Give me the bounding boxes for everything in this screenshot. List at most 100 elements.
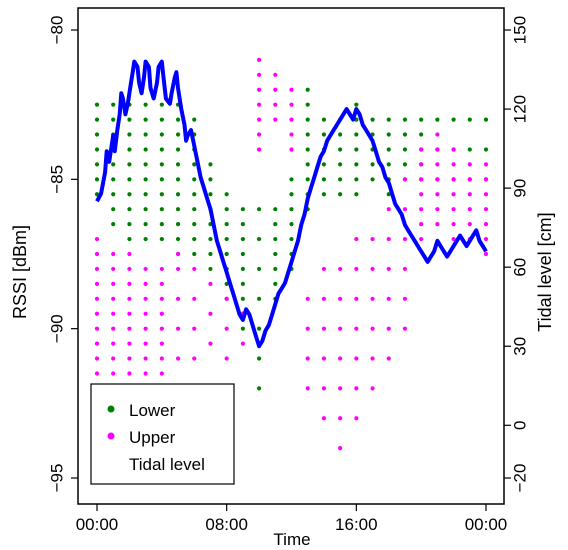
upper-point [127,341,132,346]
lower-point [273,266,278,272]
x-tick-label: 00:00 [76,515,119,534]
lower-point [192,117,197,122]
lower-point [175,222,181,227]
lower-point [240,281,245,286]
legend-marker [107,405,115,413]
upper-point [143,281,148,286]
y2-tick-label: 120 [510,95,529,123]
upper-point [273,87,278,92]
lower-point [159,207,164,212]
upper-point [321,356,327,361]
y-tick-label: −90 [47,314,66,343]
lower-point [175,207,181,212]
lower-point [354,192,359,197]
upper-point [256,132,262,137]
upper-point [94,281,100,286]
upper-point [354,386,359,391]
lower-point [321,192,327,197]
lower-point [127,177,132,182]
upper-point [127,296,132,301]
lower-point [289,192,294,197]
lower-point [208,177,213,182]
upper-point [451,207,456,212]
upper-point [435,222,440,227]
lower-point [321,177,327,182]
upper-point [143,326,148,331]
lower-point [192,236,197,242]
upper-point [175,251,181,257]
lower-point [111,207,116,212]
lower-point [143,236,148,242]
lower-point [451,117,456,122]
lower-point [240,326,245,331]
y2-axis-label: Tidal level [cm] [535,212,555,331]
upper-point [483,207,489,212]
upper-point [159,371,164,376]
lower-point [208,192,213,197]
y-axis-label: RSSI [dBm] [10,225,30,319]
lower-point [175,177,181,182]
upper-point [370,296,375,301]
upper-point [289,102,294,107]
lower-point [159,236,164,242]
lower-point [143,222,148,227]
upper-point [94,251,100,257]
lower-point [175,236,181,242]
upper-point [419,192,424,197]
upper-point [127,356,132,361]
upper-point [143,311,148,316]
lower-point [338,177,343,182]
upper-point [224,326,229,331]
x-tick-label: 08:00 [205,515,248,534]
upper-point [127,326,132,331]
lower-point [273,207,278,212]
upper-point [175,296,181,301]
legend-label: Lower [129,401,176,420]
lower-point [159,117,164,122]
legend: Lower Upper Tidal level [90,383,235,485]
lower-point [370,162,375,167]
upper-point [111,311,116,316]
upper-point [159,326,164,331]
upper-point [370,236,375,242]
lower-point [321,117,327,122]
upper-point [435,207,440,212]
lower-point [256,296,262,301]
upper-point [370,326,375,331]
lower-point [143,132,148,137]
lower-point [273,222,278,227]
lower-point [224,207,229,212]
upper-point [143,296,148,301]
upper-point [305,356,310,361]
upper-point [338,386,343,391]
lower-point [175,132,181,137]
lower-point [305,162,310,167]
lower-point [94,147,100,152]
lower-point [208,266,213,272]
upper-point [419,236,424,242]
upper-point [273,117,278,122]
lower-point [354,147,359,152]
upper-point [321,326,327,331]
upper-point [305,386,310,391]
upper-point [94,356,100,361]
lower-point [159,147,164,152]
y2-tick-label: 60 [510,258,529,277]
lower-point [111,192,116,197]
upper-point [386,207,391,212]
upper-point [94,371,100,376]
upper-point [451,162,456,167]
lower-point [175,162,181,167]
lower-point [386,132,391,137]
lower-point [94,117,100,122]
upper-point [289,117,294,122]
upper-point [321,416,327,421]
upper-point [192,356,197,361]
y2-tick-label: 90 [510,179,529,198]
upper-point [289,87,294,92]
upper-point [143,371,148,376]
lower-point [208,251,213,257]
lower-point [419,117,424,122]
upper-point [256,102,262,107]
